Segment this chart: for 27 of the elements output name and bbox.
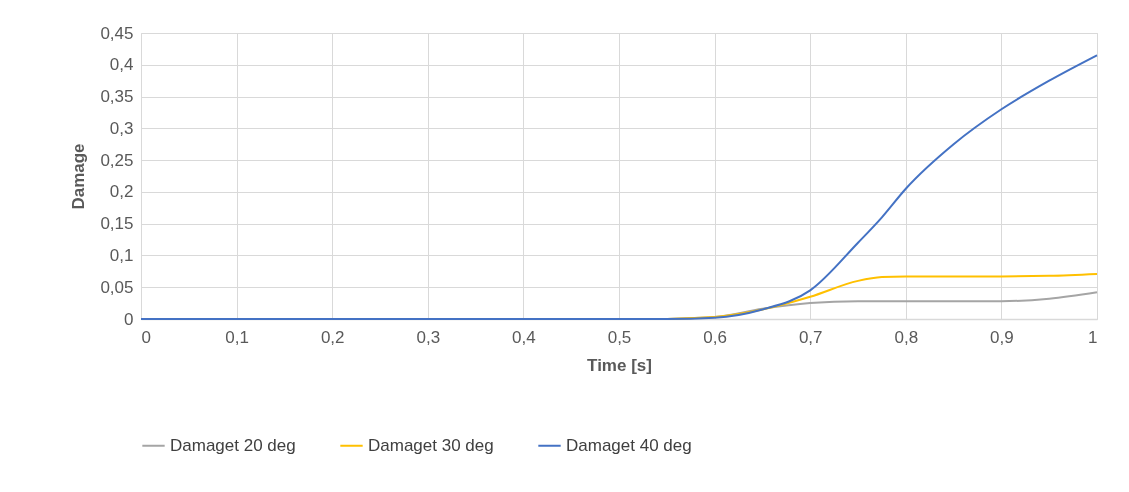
- x-tick-label: 0: [141, 327, 151, 347]
- line-series: [140, 54, 1098, 320]
- x-tick-label: 0,7: [798, 327, 823, 347]
- y-axis-title: Damage: [69, 143, 89, 210]
- y-tick-label: 0,45: [100, 23, 134, 43]
- y-tick-label: 0,4: [109, 55, 134, 75]
- y-tick-label: 0,05: [100, 277, 134, 297]
- legend-label: Damaget 20 deg: [170, 435, 296, 455]
- y-tick-label: 0,2: [109, 182, 134, 202]
- legend-label: Damaget 40 deg: [566, 435, 692, 455]
- x-tick-label: 0,5: [607, 327, 632, 347]
- y-tick-label: 0,1: [109, 245, 134, 265]
- x-tick-label: 0,3: [416, 327, 441, 347]
- legend-label: Damaget 30 deg: [368, 435, 494, 455]
- x-tick-label: 0,1: [225, 327, 249, 347]
- x-tick-label: 0,8: [894, 327, 919, 347]
- y-tick-label: 0,25: [100, 150, 134, 170]
- x-tick-label: 0,4: [512, 327, 536, 347]
- y-tick-label: 0,35: [100, 87, 134, 107]
- x-tick-label: 1: [1088, 327, 1098, 347]
- y-tick-label: 0,3: [109, 118, 134, 138]
- y-tick-label: 0,15: [100, 214, 134, 234]
- x-axis-title: Time [s]: [587, 355, 652, 375]
- y-tick-label: 0: [124, 309, 134, 329]
- x-tick-label: 0,9: [990, 327, 1014, 347]
- x-tick-label: 0,6: [703, 327, 727, 347]
- x-tick-label: 0,2: [320, 327, 345, 347]
